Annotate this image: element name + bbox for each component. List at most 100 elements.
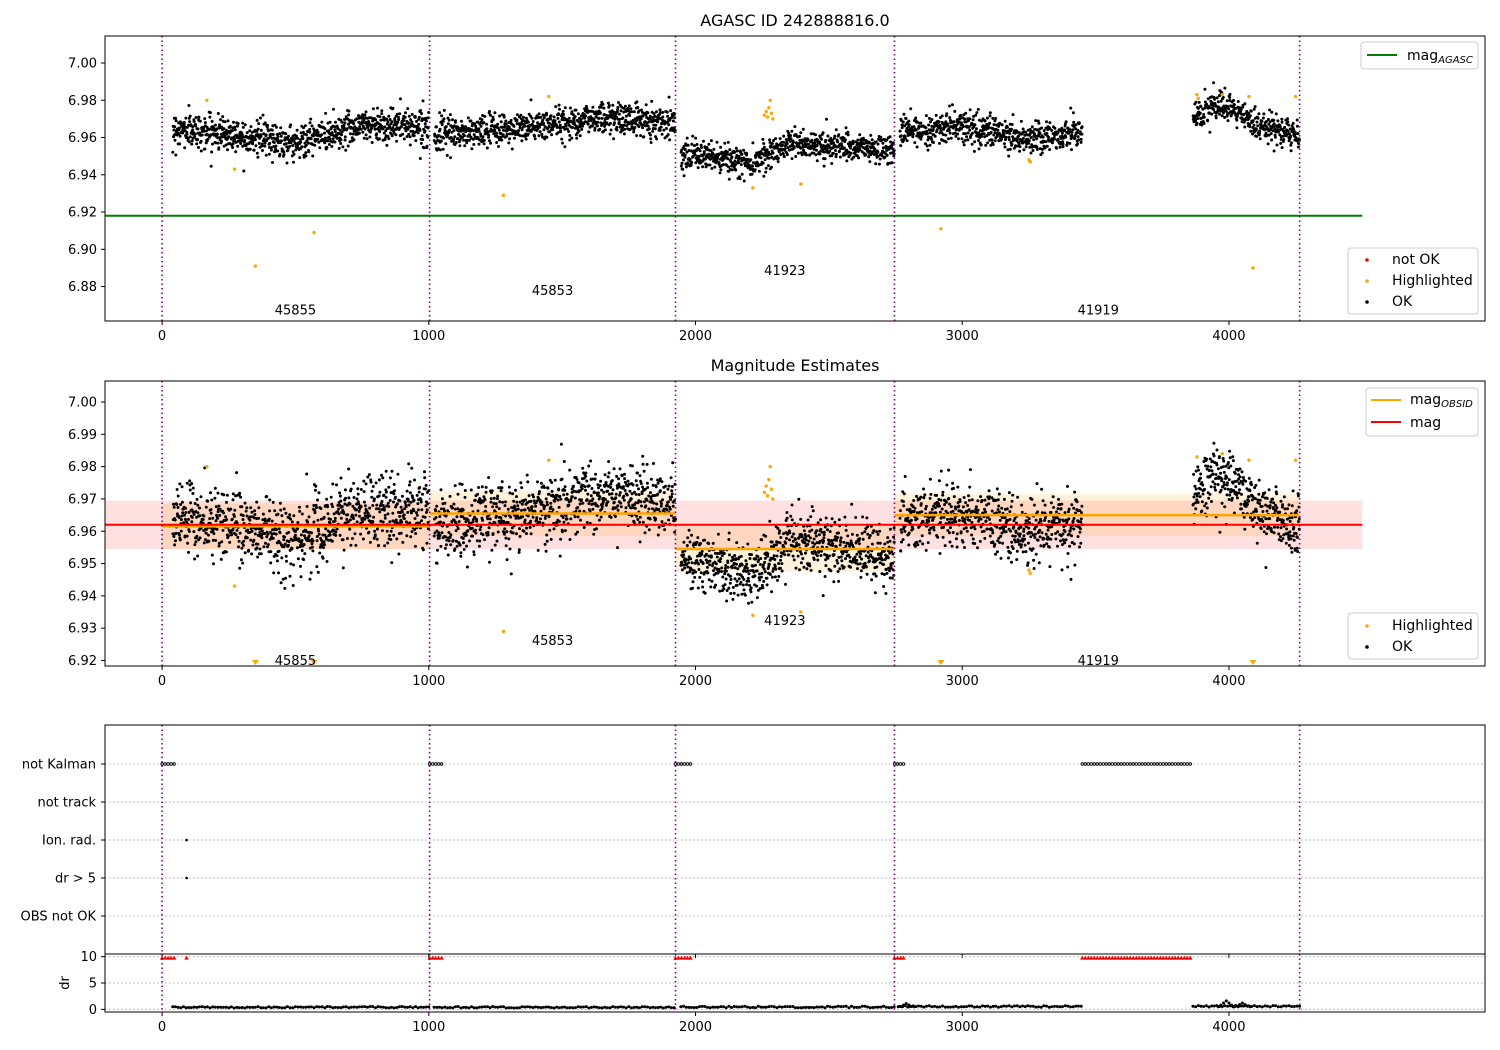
ok-point	[531, 515, 535, 519]
ok-point	[989, 130, 993, 134]
ok-point	[458, 543, 462, 547]
ok-point	[491, 118, 495, 122]
ok-point	[598, 127, 602, 131]
ok-point	[1288, 127, 1292, 131]
ok-point	[1240, 117, 1244, 121]
ok-point	[441, 119, 445, 123]
ok-point	[471, 137, 475, 141]
ok-point	[750, 172, 754, 176]
ok-point	[342, 511, 346, 515]
ok-point	[877, 162, 881, 166]
ok-point	[421, 548, 425, 552]
ok-point	[295, 128, 299, 132]
ok-point	[923, 142, 927, 146]
ok-point	[238, 134, 242, 138]
ok-point	[948, 131, 952, 135]
ok-point	[341, 566, 345, 570]
ok-point	[833, 134, 837, 138]
ok-point	[380, 109, 384, 113]
ok-point	[934, 113, 938, 117]
ok-point	[300, 539, 304, 542]
ok-point	[781, 143, 785, 147]
ok-point	[559, 442, 563, 446]
ok-point	[520, 128, 524, 132]
ok-point	[992, 133, 996, 137]
ok-point	[282, 545, 286, 549]
agasc-axis-ticks: 0 1000 2000 3000 40006.886.906.926.946.966.9…	[68, 57, 1245, 344]
ok-point	[463, 517, 466, 520]
ok-point	[592, 490, 596, 494]
ok-point	[988, 111, 992, 115]
highlighted-point	[1247, 94, 1251, 99]
ok-point	[547, 121, 551, 125]
ok-point	[274, 144, 278, 148]
ok-point	[660, 132, 664, 136]
ok-point	[409, 511, 413, 515]
ok-point	[591, 105, 595, 109]
ok-point	[685, 136, 689, 140]
ok-point	[727, 165, 731, 169]
ok-point	[434, 141, 438, 145]
ok-point	[994, 117, 998, 120]
ok-point	[549, 114, 553, 118]
ok-point	[763, 148, 767, 152]
ok-point	[601, 122, 605, 126]
ok-point	[395, 139, 399, 143]
ok-point	[649, 137, 653, 141]
ok-point	[210, 119, 214, 123]
ok-point	[225, 132, 229, 136]
ok-point	[1222, 111, 1225, 115]
ok-point	[980, 134, 984, 138]
y-tick-label: 6.96	[68, 525, 97, 540]
ok-point	[902, 139, 905, 142]
ok-point	[1267, 122, 1271, 126]
ok-point	[642, 135, 646, 139]
ok-point	[437, 536, 441, 540]
ok-point	[940, 114, 944, 118]
ok-point	[1226, 104, 1230, 108]
ok-point	[275, 125, 278, 129]
highlighted-point	[232, 167, 237, 171]
ok-point	[782, 155, 786, 159]
ok-point	[575, 477, 579, 481]
ok-point	[243, 551, 247, 555]
ok-point	[198, 536, 202, 540]
ok-point	[1260, 119, 1264, 123]
ok-point	[228, 540, 232, 544]
ok-point	[1024, 145, 1028, 149]
ok-point	[614, 492, 618, 496]
ok-point	[393, 120, 397, 124]
ok-point	[737, 154, 741, 158]
ok-point	[385, 117, 389, 121]
ok-point	[801, 127, 805, 131]
ok-point	[499, 132, 503, 135]
ok-point	[216, 491, 220, 495]
ok-point	[292, 514, 296, 518]
ok-point	[493, 543, 497, 547]
ok-point	[384, 490, 388, 494]
ok-point	[332, 107, 335, 111]
ok-point	[445, 153, 449, 157]
ok-point	[303, 552, 307, 556]
ok-point	[388, 520, 392, 524]
ok-point	[256, 533, 260, 537]
ok-point	[514, 488, 517, 492]
ok-point	[366, 516, 370, 520]
ok-point	[536, 480, 539, 484]
ok-point	[623, 477, 627, 481]
ok-point	[503, 527, 507, 531]
ok-point	[404, 111, 407, 115]
ok-point	[1047, 135, 1050, 139]
ok-point	[551, 508, 555, 512]
ok-point	[462, 138, 466, 142]
ok-point	[333, 140, 337, 144]
ok-point	[869, 133, 873, 137]
ok-point	[302, 558, 306, 562]
ok-point	[383, 544, 387, 548]
ok-point	[495, 539, 499, 543]
ok-point	[219, 557, 223, 561]
ok-point	[1266, 142, 1270, 146]
ok-point	[345, 127, 349, 131]
ok-point	[471, 518, 475, 521]
ok-point	[615, 474, 619, 478]
